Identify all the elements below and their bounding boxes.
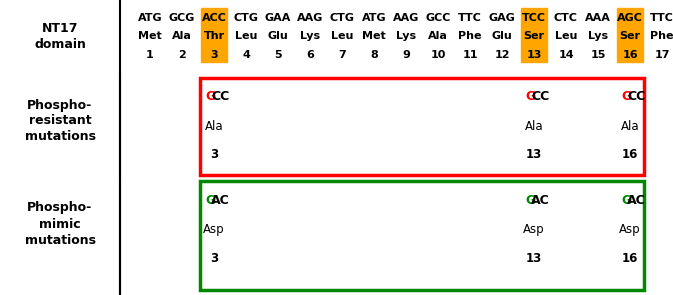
Text: 5: 5 xyxy=(274,50,282,60)
Text: G: G xyxy=(206,194,216,207)
Text: TTC: TTC xyxy=(650,13,673,23)
Text: AC: AC xyxy=(531,194,550,207)
Text: 11: 11 xyxy=(462,50,478,60)
Text: G: G xyxy=(622,194,632,207)
Text: Ala: Ala xyxy=(621,119,639,132)
Text: G: G xyxy=(526,194,536,207)
Text: 4: 4 xyxy=(242,50,250,60)
Text: 17: 17 xyxy=(654,50,670,60)
Text: AAG: AAG xyxy=(393,13,419,23)
Text: 9: 9 xyxy=(402,50,410,60)
Text: Leu: Leu xyxy=(331,31,353,41)
Text: 16: 16 xyxy=(622,50,638,60)
Text: Glu: Glu xyxy=(491,31,512,41)
Text: Ser: Ser xyxy=(524,31,544,41)
Text: Leu: Leu xyxy=(555,31,577,41)
Text: GCG: GCG xyxy=(169,13,195,23)
Text: domain: domain xyxy=(34,37,86,50)
Text: mutations: mutations xyxy=(24,130,96,143)
Text: Ala: Ala xyxy=(172,31,192,41)
Text: CTG: CTG xyxy=(330,13,355,23)
Text: Ala: Ala xyxy=(428,31,448,41)
Text: 13: 13 xyxy=(526,252,542,265)
Text: 16: 16 xyxy=(622,252,638,265)
Text: ATG: ATG xyxy=(361,13,386,23)
Text: 13: 13 xyxy=(526,148,542,161)
Text: AC: AC xyxy=(627,194,646,207)
Text: Leu: Leu xyxy=(235,31,257,41)
Text: Met: Met xyxy=(138,31,162,41)
Text: 8: 8 xyxy=(370,50,378,60)
Text: resistant: resistant xyxy=(29,114,92,127)
Text: Lys: Lys xyxy=(588,31,608,41)
Text: GAG: GAG xyxy=(489,13,516,23)
Text: 2: 2 xyxy=(178,50,186,60)
Text: Glu: Glu xyxy=(268,31,288,41)
Text: 16: 16 xyxy=(622,148,638,161)
Text: AAA: AAA xyxy=(585,13,611,23)
Text: CC: CC xyxy=(627,91,645,104)
Text: AC: AC xyxy=(211,194,230,207)
Text: 15: 15 xyxy=(590,50,606,60)
Bar xyxy=(200,78,645,175)
Bar xyxy=(617,8,643,62)
Text: AGC: AGC xyxy=(617,13,643,23)
Text: TCC: TCC xyxy=(522,13,546,23)
Text: Ala: Ala xyxy=(205,119,223,132)
Text: CC: CC xyxy=(211,91,229,104)
Text: mimic: mimic xyxy=(39,217,81,230)
Text: Ala: Ala xyxy=(525,119,543,132)
Bar xyxy=(201,8,227,62)
Text: G: G xyxy=(622,91,632,104)
Text: Lys: Lys xyxy=(300,31,320,41)
Text: 3: 3 xyxy=(210,252,218,265)
Text: Asp: Asp xyxy=(619,224,641,237)
Text: ATG: ATG xyxy=(138,13,162,23)
Text: 10: 10 xyxy=(430,50,446,60)
Text: Ser: Ser xyxy=(620,31,641,41)
Text: mutations: mutations xyxy=(24,234,96,247)
Text: CTG: CTG xyxy=(234,13,258,23)
Text: 14: 14 xyxy=(558,50,574,60)
Text: 3: 3 xyxy=(210,50,218,60)
Text: G: G xyxy=(206,91,216,104)
Text: Phe: Phe xyxy=(650,31,673,41)
Text: GAA: GAA xyxy=(264,13,291,23)
Text: ACC: ACC xyxy=(201,13,226,23)
Text: TTC: TTC xyxy=(458,13,482,23)
Text: Met: Met xyxy=(362,31,386,41)
Text: Phe: Phe xyxy=(458,31,482,41)
Text: 3: 3 xyxy=(210,148,218,161)
Text: Thr: Thr xyxy=(203,31,225,41)
Text: Lys: Lys xyxy=(396,31,416,41)
Text: G: G xyxy=(526,91,536,104)
Text: 1: 1 xyxy=(146,50,154,60)
Text: 7: 7 xyxy=(338,50,346,60)
Text: Asp: Asp xyxy=(523,224,545,237)
Text: 12: 12 xyxy=(494,50,509,60)
Text: 6: 6 xyxy=(306,50,314,60)
Text: Asp: Asp xyxy=(203,224,225,237)
Bar xyxy=(200,181,645,290)
Text: GCC: GCC xyxy=(425,13,451,23)
Text: CC: CC xyxy=(531,91,549,104)
Text: CTC: CTC xyxy=(554,13,578,23)
Text: NT17: NT17 xyxy=(42,22,78,35)
Text: Phospho-: Phospho- xyxy=(28,201,93,214)
Text: 13: 13 xyxy=(526,50,542,60)
Text: Phospho-: Phospho- xyxy=(28,99,93,112)
Text: AAG: AAG xyxy=(297,13,323,23)
Bar xyxy=(521,8,546,62)
